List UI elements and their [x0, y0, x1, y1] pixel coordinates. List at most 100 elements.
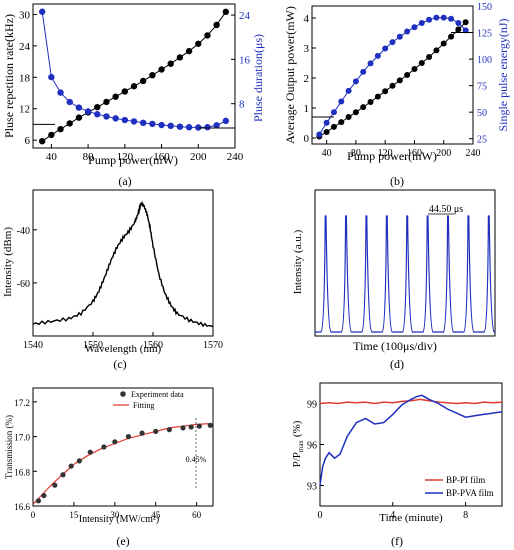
- pulse-energy-point: [433, 14, 440, 21]
- panel-f-caption: (f): [391, 534, 403, 548]
- experiment-data-point: [41, 492, 47, 499]
- y-tick-label: 6: [25, 135, 31, 147]
- output-power-point: [360, 104, 367, 111]
- panel-c-x-label: Wavelength (nm): [85, 343, 162, 355]
- pulse-energy-point: [367, 60, 374, 67]
- x-tick-label: 1540: [23, 340, 43, 351]
- panel-d-y-label: Intensity (a.u.): [292, 229, 304, 294]
- duration-point: [94, 111, 101, 118]
- pulse-energy-point: [396, 33, 403, 40]
- x-tick-label: 80: [351, 148, 361, 159]
- y-tick-label: 3: [304, 43, 310, 55]
- output-power-point: [426, 54, 433, 60]
- x-tick-label: 1560: [143, 340, 163, 351]
- repetition-rate-point: [167, 60, 174, 67]
- y-tick-label: 17.2: [14, 398, 30, 408]
- pulse-energy-point: [418, 19, 425, 26]
- panel-f-y-label: P/Pmax (%): [291, 420, 305, 467]
- y2-tick-label: 75: [477, 82, 487, 93]
- experiment-data-point: [35, 498, 42, 504]
- panel-f-legend: BP-PI film BP-PVA film: [425, 475, 494, 498]
- y-tick-label: 0: [304, 133, 310, 145]
- output-power-point: [382, 88, 389, 95]
- y2-tick-label: 8: [239, 99, 245, 111]
- experiment-data-point: [125, 433, 132, 440]
- y-tick-label: 16.8: [14, 467, 30, 477]
- pulse-energy-point: [404, 28, 411, 35]
- duration-point: [185, 124, 193, 131]
- panel-e-x-label: Intensity (MW/cm²): [79, 514, 159, 525]
- x-tick-label: 1550: [83, 340, 103, 351]
- experiment-data-point: [60, 472, 66, 478]
- x-tick-label: 80: [83, 151, 95, 163]
- panel-e-y-label: Transmission (%): [4, 415, 14, 479]
- duration-point: [158, 121, 165, 129]
- pulse-energy-point: [455, 19, 462, 26]
- experiment-data-point: [188, 424, 194, 430]
- experiment-data-point: [112, 439, 118, 445]
- y2-tick-label: 50: [477, 108, 487, 119]
- panel-e-delta-annotation: 0.45%: [186, 455, 207, 464]
- experiment-data-point: [101, 444, 107, 450]
- panel-a: 40 80 120 160 200 240 6 12 18 24 30 8 16 24 Pump po…: [2, 3, 265, 188]
- x-tick-label: 8: [463, 510, 468, 521]
- panel-b-x-label: Pump power(mW): [347, 149, 437, 163]
- output-power-point: [455, 26, 462, 33]
- x-tick-label: 120: [378, 148, 393, 159]
- y-tick-label: 18: [19, 72, 31, 84]
- duration-point: [149, 120, 156, 128]
- y-tick-label: 93: [307, 482, 317, 493]
- pulse-energy-point: [323, 119, 330, 126]
- pulse-energy-curve: [318, 17, 467, 135]
- repetition-rate-point: [139, 77, 147, 85]
- pulse-energy-point: [330, 109, 337, 116]
- panel-d-period-annotation: 44.50 μs: [429, 204, 463, 215]
- duration-point: [75, 104, 83, 111]
- experiment-data-point: [196, 423, 202, 429]
- x-tick-label: 240: [227, 151, 244, 163]
- output-power-point: [396, 77, 403, 84]
- x-tick-label: 0: [318, 510, 323, 521]
- repetition-rate-point: [204, 32, 211, 39]
- panel-c-plot-frame: [32, 189, 214, 337]
- legend-marker-experiment-data: [120, 391, 126, 397]
- duration-point: [139, 119, 147, 127]
- duration-point: [121, 116, 129, 124]
- output-power-point: [330, 123, 337, 130]
- x-tick-label: 40: [46, 151, 58, 163]
- pulse-energy-point: [411, 24, 418, 31]
- repetition-rate-point: [185, 47, 193, 55]
- repetition-rate-point: [176, 54, 184, 61]
- panel-c-y-label: Intensity (dBm): [2, 227, 14, 297]
- experiment-data-point: [76, 458, 82, 464]
- repetition-rate-point: [75, 114, 83, 121]
- panel-b-y2-label: Single pulse energy(nJ): [496, 18, 510, 131]
- legend-label-bp-pva: BP-PVA film: [446, 488, 494, 498]
- panel-a-plot-frame: [32, 3, 236, 149]
- y2-tick-label: 150: [477, 2, 492, 13]
- output-power-point: [389, 82, 396, 89]
- panel-e: 0 15 30 45 60 16.6 16.8 17.0 17.2 Experiment da…: [4, 387, 214, 548]
- repetition-rate-point: [149, 72, 156, 79]
- experiment-data-point: [87, 449, 93, 455]
- experiment-data-point: [68, 463, 74, 469]
- x-tick-label: 200: [436, 148, 451, 159]
- bp-pva-curve: [319, 394, 503, 486]
- duration-point: [48, 73, 55, 81]
- repetition-rate-point: [158, 66, 165, 73]
- panel-d-plot-frame: [314, 189, 496, 337]
- x-tick-label: 15: [69, 510, 79, 520]
- x-tick-label: 160: [407, 148, 422, 159]
- panel-b: 40 80 120 160 200 240 0 1 2 3 4 25 50 75 100 125 150 P…: [283, 2, 510, 188]
- duration-point: [176, 123, 184, 130]
- panel-e-caption: (e): [116, 534, 129, 548]
- panel-b-y-label: Average Output power(mW): [283, 6, 297, 144]
- duration-point: [195, 124, 202, 131]
- output-power-point: [338, 119, 345, 126]
- repetition-rate-point: [57, 125, 64, 133]
- repetition-rate-point: [195, 40, 202, 47]
- experiment-data-point: [153, 428, 159, 434]
- duration-point: [84, 108, 92, 115]
- pulse-energy-point: [352, 78, 359, 85]
